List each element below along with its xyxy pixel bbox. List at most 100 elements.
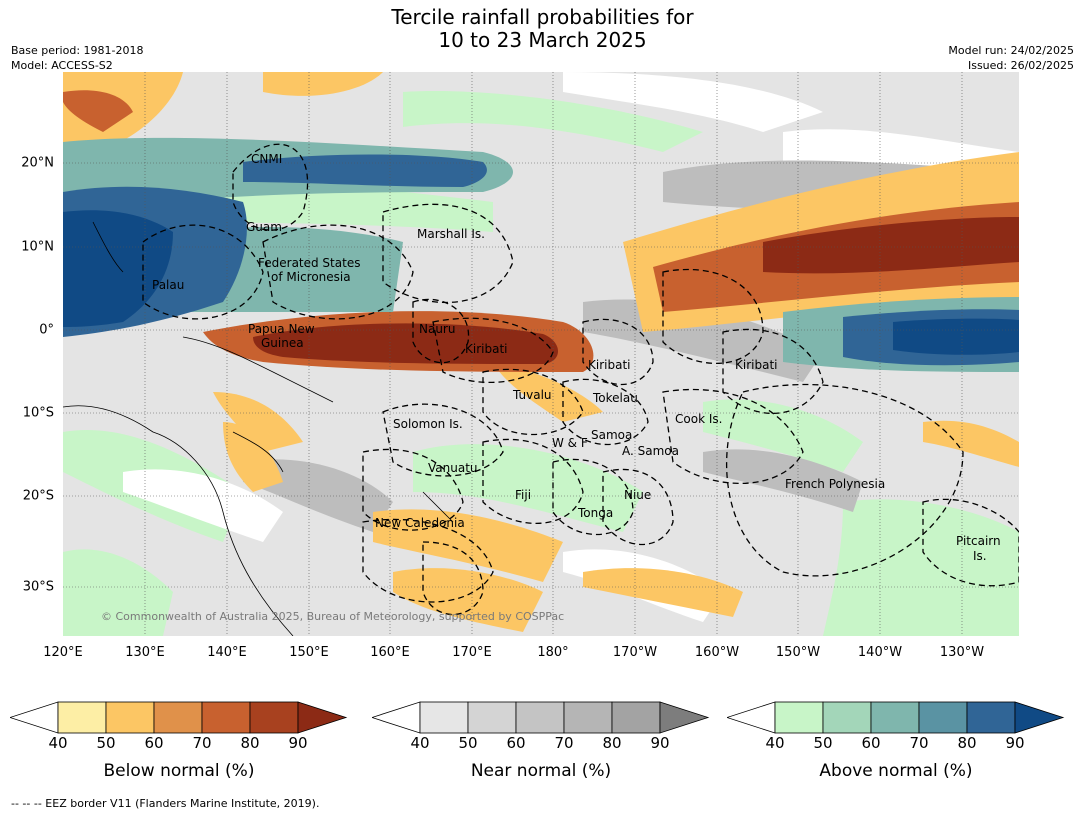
label-samoa: Samoa	[591, 428, 632, 442]
colorbar-extend-low	[727, 701, 776, 734]
issued-date: Issued: 26/02/2025	[967, 59, 1074, 72]
colorbar-segment	[870, 701, 920, 734]
label-cnmi: CNMI	[251, 152, 282, 166]
colorbar-tick-label: 80	[602, 734, 621, 752]
below-normal-colorbar: 40 50 60 70 80 90	[10, 701, 348, 752]
lat-label-10s: 10°S	[22, 405, 54, 421]
above-normal-darkest-patches	[63, 210, 1019, 355]
colorbar-tick-label: 70	[909, 734, 928, 752]
below-normal-darkest-patches	[253, 217, 1019, 364]
meta-right: Model run: 24/02/2025 Issued: 26/02/2025	[948, 43, 1074, 73]
colorbar-segment	[515, 701, 565, 734]
colorbar-segment	[153, 701, 203, 734]
lon-label-130w: 130°W	[939, 645, 985, 660]
label-w-and-f: W & F	[552, 436, 588, 450]
colorbar-tick-label: 70	[554, 734, 573, 752]
label-kiribati-3: Kiribati	[735, 358, 777, 372]
colorbar-tick-label: 40	[48, 734, 67, 752]
lat-label-20s: 20°S	[22, 488, 54, 504]
colorbar-segment	[249, 701, 299, 734]
label-kiribati-2: Kiribati	[588, 358, 630, 372]
lon-label-140w: 140°W	[857, 645, 903, 660]
label-tonga: Tonga	[577, 506, 613, 520]
above-normal-colorbar: 40 50 60 70 80 90	[727, 701, 1065, 752]
label-marshall-is: Marshall Is.	[417, 227, 485, 241]
lon-label-180: 180°	[537, 645, 569, 660]
title-line-1: Tercile rainfall probabilities for	[391, 5, 694, 29]
label-png-line2: Guinea	[261, 336, 304, 350]
colorbar-tick-label: 70	[192, 734, 211, 752]
lon-label-140e: 140°E	[207, 645, 247, 660]
lon-label-150w: 150°W	[775, 645, 821, 660]
colorbar-segment	[966, 701, 1016, 734]
label-vanuatu: Vanuatu	[428, 461, 478, 475]
region-labels: CNMI Guam Marshall Is. Federated States …	[152, 152, 1001, 563]
colorbar-tick-label: 90	[650, 734, 669, 752]
below-normal-label: Below normal (%)	[103, 761, 255, 781]
coastlines	[63, 221, 454, 636]
colorbar-tick-label: 40	[410, 734, 429, 752]
above-normal-label: Above normal (%)	[819, 761, 973, 781]
label-kiribati-1: Kiribati	[465, 342, 507, 356]
colorbar-segment	[774, 701, 824, 734]
colorbar-tick-label: 90	[1005, 734, 1024, 752]
label-french-polynesia: French Polynesia	[785, 477, 885, 491]
eez-footnote: -- -- -- EEZ border V11 (Flanders Marine…	[11, 797, 320, 810]
colorbar-tick-label: 90	[288, 734, 307, 752]
label-cook-is: Cook Is.	[675, 412, 722, 426]
colorbar-tick-label: 50	[96, 734, 115, 752]
near-normal-label: Near normal (%)	[470, 761, 612, 781]
model-name: Model: ACCESS-S2	[11, 59, 113, 72]
colorbar-segment	[467, 701, 517, 734]
colorbar-segment	[419, 701, 469, 734]
lon-label-130e: 130°E	[125, 645, 165, 660]
copyright-text: © Commonwealth of Australia 2025, Bureau…	[101, 610, 564, 623]
colorbar-segment	[57, 701, 107, 734]
label-nauru: Nauru	[419, 322, 455, 336]
colorbar-tick-label: 80	[240, 734, 259, 752]
label-png-line1: Papua New	[248, 322, 315, 336]
colorbar-segment	[918, 701, 968, 734]
label-solomon-is: Solomon Is.	[393, 417, 463, 431]
colorbar-tick-label: 40	[765, 734, 784, 752]
title-line-2: 10 to 23 March 2025	[438, 28, 647, 52]
lat-label-10n: 10°N	[21, 239, 54, 255]
label-niue: Niue	[624, 488, 651, 502]
colorbar-segment	[822, 701, 872, 734]
meta-left: Base period: 1981-2018 Model: ACCESS-S2	[11, 43, 143, 73]
eez-borders	[142, 143, 1019, 615]
colorbar-segment	[563, 701, 613, 734]
colorbar-tick-label: 50	[813, 734, 832, 752]
label-tuvalu: Tuvalu	[512, 388, 552, 402]
lon-label-160e: 160°E	[370, 645, 410, 660]
lon-label-150e: 150°E	[289, 645, 329, 660]
colorbar-extend-high	[1014, 701, 1065, 734]
lat-label-0: 0°	[39, 322, 54, 338]
label-new-caledonia: New Caledonia	[375, 516, 465, 530]
colorbar-segment	[201, 701, 251, 734]
lat-label-30s: 30°S	[22, 579, 54, 595]
colorbar-extend-low	[10, 701, 59, 734]
colorbar-segment	[105, 701, 155, 734]
base-period: Base period: 1981-2018	[11, 44, 144, 57]
colorbar-extend-low	[372, 701, 421, 734]
label-guam: Guam	[246, 220, 282, 234]
colorbar-segment	[611, 701, 661, 734]
graticule	[63, 72, 1019, 636]
colorbar-tick-label: 60	[506, 734, 525, 752]
map-title: Tercile rainfall probabilities for 10 to…	[0, 6, 1085, 52]
colorbar-tick-label: 80	[957, 734, 976, 752]
colorbar-tick-label: 50	[458, 734, 477, 752]
map-canvas: © Commonwealth of Australia 2025, Bureau…	[63, 72, 1019, 636]
label-tokelau: Tokelau	[592, 391, 638, 405]
lon-label-170w: 170°W	[612, 645, 658, 660]
colorbar-extend-high	[659, 701, 710, 734]
colorbar-tick-label: 60	[144, 734, 163, 752]
rainfall-probability-map: © Commonwealth of Australia 2025, Bureau…	[63, 72, 1019, 636]
colorbar-extend-high	[297, 701, 348, 734]
lon-label-170e: 170°E	[452, 645, 492, 660]
model-run: Model run: 24/02/2025	[948, 44, 1074, 57]
label-palau: Palau	[152, 278, 184, 292]
lon-label-120e: 120°E	[43, 645, 83, 660]
near-normal-colorbar: 40 50 60 70 80 90	[372, 701, 710, 752]
